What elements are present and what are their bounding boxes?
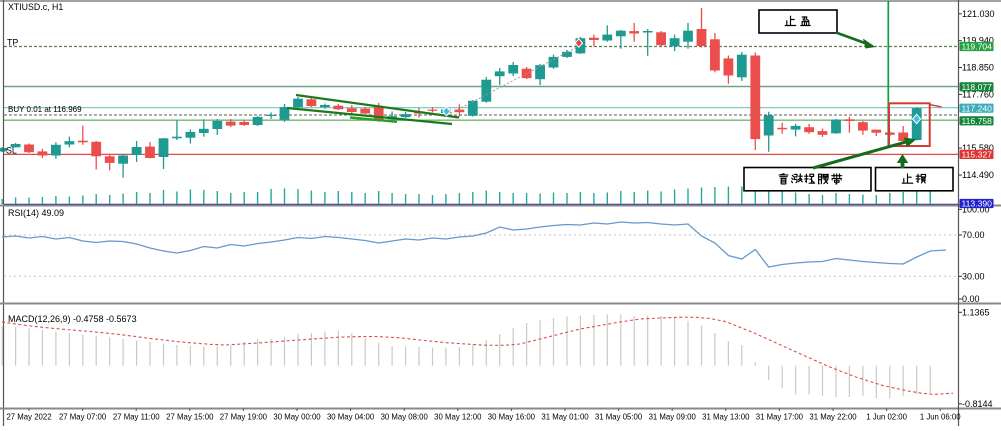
- svg-text:27 May 15:00: 27 May 15:00: [166, 413, 214, 422]
- svg-text:TP: TP: [7, 38, 18, 48]
- svg-text:31 May 17:00: 31 May 17:00: [756, 413, 804, 422]
- svg-text:118.077: 118.077: [962, 82, 993, 92]
- svg-text:31 May 22:00: 31 May 22:00: [809, 413, 857, 422]
- svg-text:-0.8144: -0.8144: [962, 399, 993, 409]
- svg-text:31 May 01:00: 31 May 01:00: [541, 413, 589, 422]
- svg-text:BUY 0.01 at 116.969: BUY 0.01 at 116.969: [8, 105, 82, 114]
- svg-text:1 Jun 06:00: 1 Jun 06:00: [920, 413, 961, 422]
- svg-text:119.940: 119.940: [962, 36, 994, 46]
- svg-text:MACD(12,26,9) -0.4758 -0.5673: MACD(12,26,9) -0.4758 -0.5673: [8, 314, 137, 324]
- svg-text:27 May 07:00: 27 May 07:00: [59, 413, 107, 422]
- svg-text:116.758: 116.758: [962, 116, 993, 126]
- svg-text:100.00: 100.00: [962, 204, 990, 214]
- svg-text:0.00: 0.00: [962, 294, 980, 304]
- svg-text:27 May 19:00: 27 May 19:00: [220, 413, 268, 422]
- svg-text:1.1365: 1.1365: [962, 307, 990, 317]
- svg-text:30 May 04:00: 30 May 04:00: [327, 413, 375, 422]
- svg-text:30 May 00:00: 30 May 00:00: [273, 413, 321, 422]
- svg-text:30.00: 30.00: [962, 271, 985, 281]
- svg-text:RSI(14) 49.09: RSI(14) 49.09: [8, 208, 64, 218]
- svg-text:30 May 16:00: 30 May 16:00: [488, 413, 536, 422]
- svg-text:31 May 05:00: 31 May 05:00: [595, 413, 643, 422]
- svg-text:31 May 09:00: 31 May 09:00: [649, 413, 697, 422]
- svg-text:119.704: 119.704: [962, 42, 993, 52]
- svg-text:SL: SL: [6, 146, 17, 156]
- svg-text:118.850: 118.850: [962, 63, 994, 73]
- svg-text:113.390: 113.390: [962, 199, 993, 209]
- svg-text:27 May 2022: 27 May 2022: [6, 413, 51, 422]
- svg-text:117.240: 117.240: [962, 103, 993, 113]
- svg-text:27 May 11:00: 27 May 11:00: [113, 413, 160, 422]
- svg-text:31 May 13:00: 31 May 13:00: [702, 413, 750, 422]
- svg-text:115.580: 115.580: [962, 143, 994, 153]
- svg-text:1 Jun 02:00: 1 Jun 02:00: [866, 413, 907, 422]
- svg-text:115.327: 115.327: [962, 150, 993, 160]
- svg-text:XTIUSD.c, H1: XTIUSD.c, H1: [8, 2, 63, 12]
- svg-text:70.00: 70.00: [962, 230, 985, 240]
- svg-text:30 May 08:00: 30 May 08:00: [381, 413, 429, 422]
- svg-text:114.490: 114.490: [962, 170, 994, 180]
- svg-text:121.030: 121.030: [962, 9, 995, 19]
- svg-text:117.760: 117.760: [962, 89, 994, 99]
- svg-text:30 May 12:00: 30 May 12:00: [434, 413, 482, 422]
